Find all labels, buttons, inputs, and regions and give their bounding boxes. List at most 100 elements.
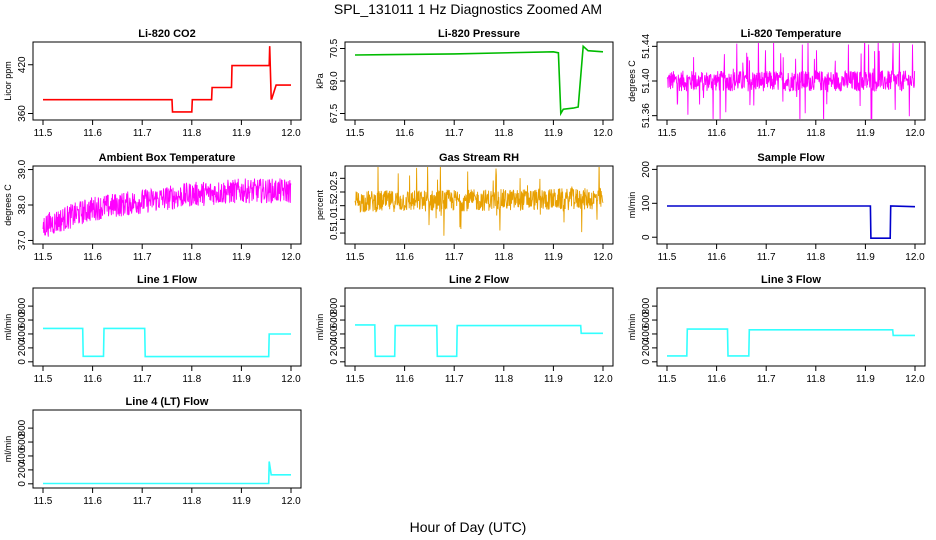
y-tick-label: 0 bbox=[329, 359, 340, 365]
series-line bbox=[667, 205, 916, 239]
y-axis-label: ml/min bbox=[627, 314, 637, 341]
x-tick-label: 11.7 bbox=[133, 252, 152, 263]
x-tick-label: 12.0 bbox=[281, 496, 301, 507]
x-tick-label: 11.9 bbox=[856, 252, 875, 263]
series-line bbox=[666, 43, 916, 119]
panel-title: Sample Flow bbox=[757, 152, 825, 164]
x-tick-label: 11.7 bbox=[133, 496, 152, 507]
y-tick-label: 39.0 bbox=[17, 159, 28, 179]
plot-frame bbox=[656, 165, 926, 245]
x-tick-label: 11.8 bbox=[182, 374, 201, 385]
x-tick-label: 12.0 bbox=[281, 128, 301, 139]
series-line bbox=[354, 44, 604, 117]
y-tick-label: 400 bbox=[17, 325, 28, 342]
plot-frame bbox=[344, 165, 614, 245]
x-tick-label: 11.6 bbox=[707, 374, 726, 385]
x-tick-label: 11.5 bbox=[346, 374, 365, 385]
y-tick-label: 600 bbox=[17, 311, 28, 328]
x-tick-label: 11.7 bbox=[445, 374, 464, 385]
series-line bbox=[42, 178, 292, 237]
series-line bbox=[43, 46, 291, 113]
x-tick-label: 11.8 bbox=[806, 252, 825, 263]
x-tick-label: 11.5 bbox=[346, 252, 365, 263]
x-tick-label: 11.8 bbox=[806, 128, 825, 139]
x-tick-label: 11.9 bbox=[232, 496, 251, 507]
y-tick-label: 1.5 bbox=[329, 198, 340, 212]
x-tick-label: 11.8 bbox=[494, 128, 513, 139]
y-axis-label: ml/min bbox=[3, 314, 13, 341]
x-tick-label: 11.7 bbox=[757, 128, 776, 139]
panel-line-4-lt-flow: Line 4 (LT) Flow 11.5 11.6 11.7 11.8 11.9 12.0… bbox=[3, 396, 302, 507]
panel-title: Line 3 Flow bbox=[761, 274, 821, 286]
y-tick-label: 51.40 bbox=[641, 68, 652, 93]
y-tick-label: 51.44 bbox=[641, 33, 652, 58]
x-tick-label: 11.9 bbox=[856, 128, 875, 139]
x-tick-label: 12.0 bbox=[905, 252, 925, 263]
y-axis-label: degrees C bbox=[627, 60, 637, 102]
x-tick-label: 11.6 bbox=[83, 496, 102, 507]
panel-line-3-flow: Line 3 Flow 11.5 11.6 11.7 11.8 11.9 12.0 0 2004… bbox=[627, 274, 926, 385]
y-tick-label: 0 bbox=[17, 359, 28, 365]
x-tick-label: 11.8 bbox=[494, 252, 513, 263]
plot-frame bbox=[32, 165, 302, 245]
x-tick-label: 12.0 bbox=[281, 374, 301, 385]
y-tick-label: 0 bbox=[641, 359, 652, 365]
x-tick-label: 12.0 bbox=[905, 128, 925, 139]
x-tick-label: 12.0 bbox=[593, 128, 613, 139]
y-tick-label: 67.5 bbox=[329, 103, 340, 123]
x-tick-label: 11.9 bbox=[544, 128, 563, 139]
panel-title: Li-820 Pressure bbox=[438, 28, 520, 40]
y-tick-label: 200 bbox=[17, 461, 28, 478]
x-tick-label: 11.7 bbox=[757, 374, 776, 385]
x-tick-label: 11.9 bbox=[856, 374, 875, 385]
x-tick-label: 11.6 bbox=[707, 252, 726, 263]
x-tick-label: 11.6 bbox=[83, 128, 102, 139]
panel-gas-stream-rh: Gas Stream RH 11.5 11.6 11.7 11.8 11.9 12.0 0.5… bbox=[315, 152, 614, 263]
x-tick-label: 11.8 bbox=[494, 374, 513, 385]
y-tick-label: 800 bbox=[17, 297, 28, 314]
x-tick-label: 12.0 bbox=[281, 252, 301, 263]
x-tick-label: 11.7 bbox=[133, 128, 152, 139]
y-tick-label: 600 bbox=[641, 311, 652, 328]
x-tick-label: 11.5 bbox=[34, 374, 53, 385]
x-tick-label: 11.7 bbox=[757, 252, 776, 263]
y-axis-label: degrees C bbox=[3, 184, 13, 226]
panels: Li-820 CO2 11.5 11.6 11.7 11.8 11.9 12.0 360 420… bbox=[3, 28, 926, 507]
panel-ambient-box-temperature: Ambient Box Temperature 11.5 11.6 11.7 11.8 1… bbox=[3, 152, 302, 263]
y-tick-label: 360 bbox=[17, 105, 28, 122]
series-line bbox=[355, 324, 603, 358]
y-axis-label: ml/min bbox=[315, 314, 325, 341]
y-tick-label: 51.36 bbox=[641, 103, 652, 128]
y-tick-label: 200 bbox=[329, 339, 340, 356]
panel-li-820-temperature: Li-820 Temperature 11.5 11.6 11.7 11.8 11.9 12… bbox=[627, 28, 926, 139]
x-tick-label: 11.8 bbox=[182, 128, 201, 139]
y-axis-label: ml/min bbox=[3, 436, 13, 463]
panel-title: Gas Stream RH bbox=[439, 152, 519, 164]
x-tick-label: 11.9 bbox=[232, 128, 251, 139]
panel-title: Line 1 Flow bbox=[137, 274, 197, 286]
y-tick-label: 400 bbox=[329, 325, 340, 342]
x-tick-label: 11.5 bbox=[346, 128, 365, 139]
panel-title: Li-820 Temperature bbox=[741, 28, 842, 40]
x-tick-label: 11.6 bbox=[395, 374, 414, 385]
x-tick-label: 11.8 bbox=[182, 252, 201, 263]
x-tick-label: 11.8 bbox=[182, 496, 201, 507]
plot-frame bbox=[32, 409, 302, 489]
y-tick-label: 420 bbox=[17, 56, 28, 73]
y-tick-label: 0 bbox=[641, 234, 652, 240]
y-axis-label: Licor ppm bbox=[3, 61, 13, 101]
x-tick-label: 12.0 bbox=[905, 374, 925, 385]
panel-title: Li-820 CO2 bbox=[138, 28, 195, 40]
figure-title: SPL_131011 1 Hz Diagnostics Zoomed AM bbox=[334, 1, 602, 17]
plot-frame bbox=[656, 287, 926, 367]
y-axis-label: ml/min bbox=[627, 192, 637, 219]
panel-title: Line 4 (LT) Flow bbox=[126, 396, 209, 408]
series-line bbox=[43, 461, 291, 485]
panel-line-1-flow: Line 1 Flow 11.5 11.6 11.7 11.8 11.9 12.0 0 2004… bbox=[3, 274, 302, 385]
x-tick-label: 11.6 bbox=[83, 374, 102, 385]
x-tick-label: 11.6 bbox=[395, 128, 414, 139]
y-tick-label: 600 bbox=[17, 433, 28, 450]
plot-frame bbox=[32, 287, 302, 367]
x-tick-label: 11.9 bbox=[232, 252, 251, 263]
